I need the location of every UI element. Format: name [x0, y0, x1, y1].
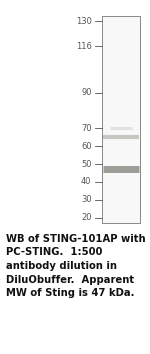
Text: 50: 50	[81, 160, 92, 169]
Text: 60: 60	[81, 142, 92, 151]
Text: WB of STING-101AP with
PC-STING.  1:500
antibody dilution in
DiluObuffer.  Appar: WB of STING-101AP with PC-STING. 1:500 a…	[6, 234, 146, 298]
Text: 116: 116	[76, 42, 91, 51]
Text: 30: 30	[81, 195, 92, 204]
Text: 130: 130	[76, 17, 91, 26]
Text: 40: 40	[81, 177, 92, 187]
Text: 20: 20	[81, 213, 92, 222]
Bar	[102, 16, 140, 223]
Text: 70: 70	[81, 124, 92, 133]
Text: 90: 90	[81, 88, 92, 97]
